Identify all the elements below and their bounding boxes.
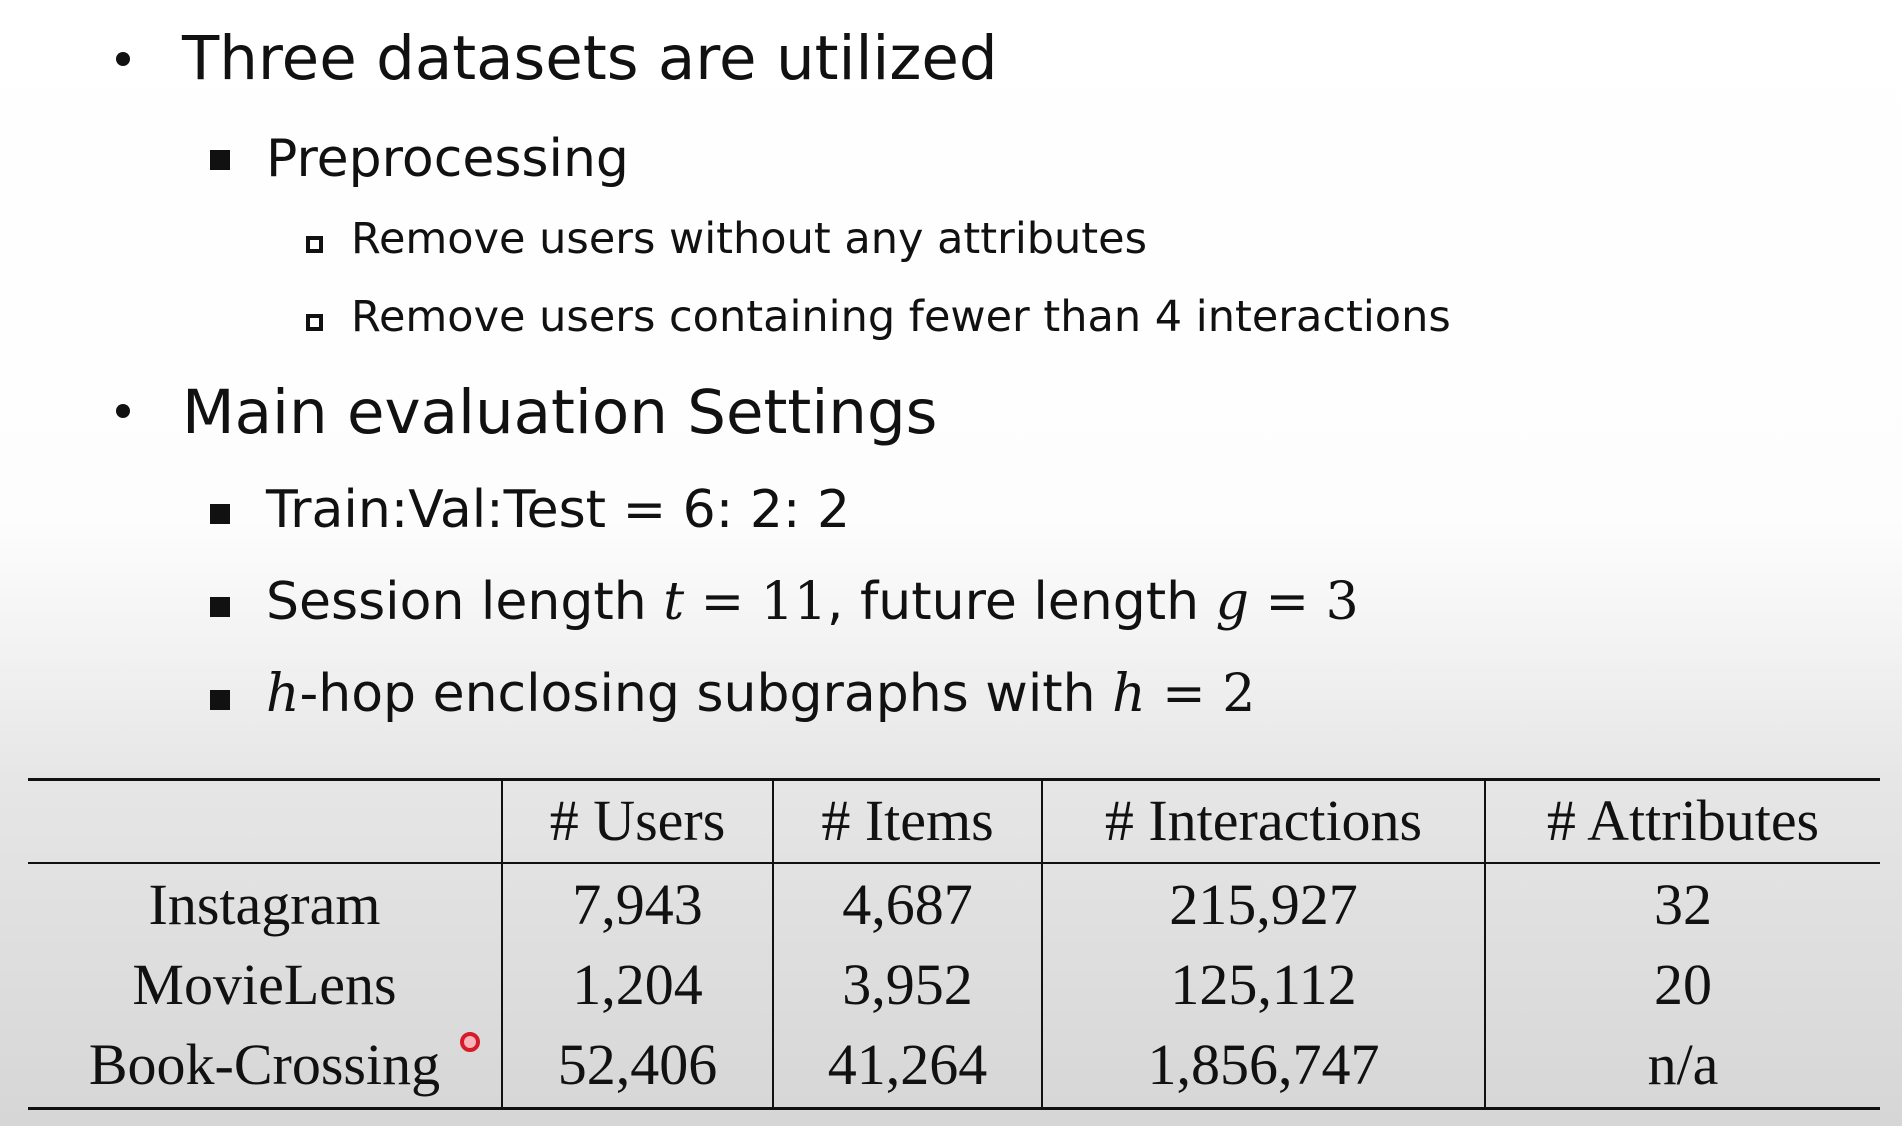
table-cell-attributes: 20 [1654,952,1712,1017]
math-h2: h [1112,664,1146,724]
preprocessing-item-2: Remove users containing fewer than 4 int… [351,292,1451,342]
future-label: , future length [826,572,1216,632]
table-header-users: # Users [549,788,726,853]
math-h-value: = 2 [1145,664,1256,724]
table-row-name: MovieLens [132,952,397,1017]
table-column-divider [501,778,503,1109]
table-row-name: Instagram [148,872,381,937]
math-t-value: = 11 [684,572,827,632]
math-h: h [266,664,300,724]
table-header-interactions: # Interactions [1104,788,1423,853]
preprocessing-item-1: Remove users without any attributes [351,214,1148,264]
bullet-square [210,504,230,524]
bullet-main-evaluation: Main evaluation Settings [182,377,938,448]
bullet-dot [116,52,130,66]
table-column-divider [772,778,774,1109]
setting-session-length: Session length t = 11, future length g =… [266,576,1359,628]
table-header-rule [28,862,1880,864]
table-cell-users: 1,204 [572,952,703,1017]
table-column-divider [1041,778,1043,1109]
dataset-statistics-table: # Users # Items # Interactions # Attribu… [28,778,1880,1114]
table-cell-attributes: 32 [1654,872,1712,937]
bullet-square [210,690,230,710]
table-cell-interactions: 125,112 [1170,952,1357,1017]
table-cell-interactions: 1,856,747 [1147,1032,1380,1097]
bullet-square [210,150,230,170]
table-top-rule [28,778,1880,781]
hop-label: -hop enclosing subgraphs with [299,664,1113,724]
table-bottom-rule [28,1107,1880,1110]
math-g-value: = 3 [1248,572,1359,632]
table-cell-items: 4,687 [842,872,973,937]
table-row-name: Book-Crossing [88,1032,441,1097]
table-column-divider [1484,778,1486,1109]
bullet-square [210,597,230,617]
session-label: Session length [266,572,664,632]
bullet-dot [116,404,130,418]
table-cell-attributes: n/a [1647,1032,1719,1097]
table-cell-users: 7,943 [572,872,703,937]
setting-split: Train:Val:Test = 6: 2: 2 [266,480,851,540]
bullet-preprocessing: Preprocessing [266,129,629,189]
table-cell-items: 3,952 [842,952,973,1017]
table-cell-items: 41,264 [827,1032,988,1097]
math-g: g [1215,572,1249,632]
table-header-items: # Items [821,788,994,853]
math-t: t [663,572,685,632]
table-cell-interactions: 215,927 [1169,872,1358,937]
bullet-three-datasets: Three datasets are utilized [182,23,998,94]
pointer-cursor-icon [460,1032,480,1052]
bullet-hollow-square [306,314,323,331]
table-header-attributes: # Attributes [1546,788,1820,853]
table-cell-users: 52,406 [557,1032,718,1097]
setting-hop: h-hop enclosing subgraphs with h = 2 [266,668,1255,720]
bullet-hollow-square [306,236,323,253]
